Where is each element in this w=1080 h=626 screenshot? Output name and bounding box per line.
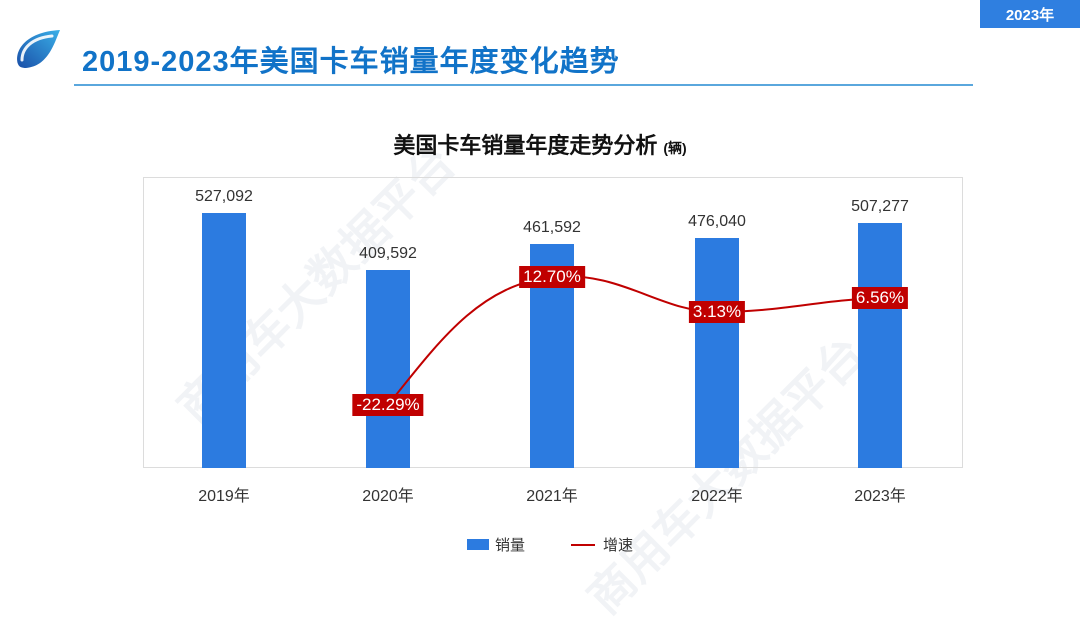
bar-2023[interactable] bbox=[858, 223, 902, 468]
x-axis-label: 2020年 bbox=[362, 488, 414, 505]
x-axis-label: 2019年 bbox=[198, 488, 250, 505]
bar-value-label: 476,040 bbox=[688, 213, 746, 230]
page-title: 2019-2023年美国卡车销量年度变化趋势 bbox=[82, 46, 620, 78]
line-swatch-icon bbox=[571, 543, 595, 546]
bar-value-label: 527,092 bbox=[195, 188, 253, 205]
bar-2022[interactable] bbox=[695, 238, 739, 468]
legend-label: 增速 bbox=[603, 537, 634, 554]
growth-label: 3.13% bbox=[688, 301, 746, 323]
x-axis-label: 2022年 bbox=[691, 488, 743, 505]
droplet-logo-icon bbox=[17, 30, 61, 68]
chart-title: 美国卡车销量年度走势分析 (辆) bbox=[0, 128, 1080, 160]
growth-label: 6.56% bbox=[851, 287, 909, 309]
title-divider bbox=[74, 84, 973, 86]
legend-label: 销量 bbox=[495, 537, 526, 554]
year-badge: 2023年 bbox=[980, 0, 1080, 28]
chart-title-text: 美国卡车销量年度走势分析 bbox=[393, 133, 658, 158]
bar-2019[interactable] bbox=[202, 213, 246, 468]
bar-swatch-icon bbox=[467, 539, 489, 550]
legend-item-growth[interactable]: 增速 bbox=[571, 534, 633, 555]
legend: 销量 增速 bbox=[0, 534, 1080, 556]
chart-unit: (辆) bbox=[663, 140, 687, 156]
x-axis-label: 2023年 bbox=[854, 488, 906, 505]
growth-line bbox=[387, 275, 881, 406]
legend-item-sales[interactable]: 销量 bbox=[467, 534, 525, 555]
bar-value-label: 409,592 bbox=[359, 245, 417, 262]
bar-value-label: 507,277 bbox=[851, 198, 909, 215]
bar-value-label: 461,592 bbox=[523, 219, 581, 236]
x-axis-label: 2021年 bbox=[526, 488, 578, 505]
growth-label: 12.70% bbox=[519, 266, 585, 288]
growth-label: -22.29% bbox=[352, 394, 424, 416]
bar-2020[interactable] bbox=[366, 270, 410, 468]
